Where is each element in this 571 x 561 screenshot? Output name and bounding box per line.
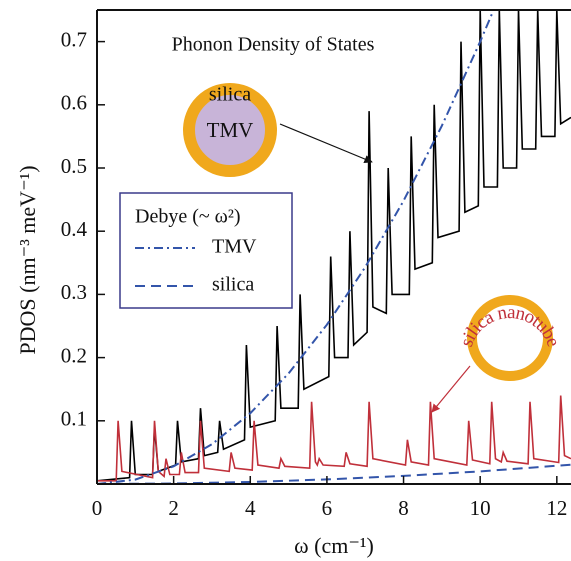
x-tick-label: 12 bbox=[546, 496, 567, 520]
y-tick-label: 0.7 bbox=[61, 27, 87, 51]
legend-title: Debye (~ ω²) bbox=[135, 206, 241, 228]
y-tick-label: 0.3 bbox=[61, 280, 87, 304]
legend: Debye (~ ω²) TMV silica bbox=[119, 192, 293, 309]
y-tick-label: 0.4 bbox=[61, 217, 88, 241]
y-axis-label: PDOS (nm⁻³ meV⁻¹) bbox=[15, 165, 40, 354]
legend-label: TMV bbox=[212, 236, 257, 258]
core-label: TMV bbox=[207, 118, 254, 142]
series-line bbox=[97, 10, 495, 484]
y-tick-label: 0.2 bbox=[61, 343, 87, 367]
y-tick-label: 0.5 bbox=[61, 154, 87, 178]
legend-label: silica bbox=[212, 274, 254, 296]
series-line bbox=[97, 395, 571, 482]
x-tick-label: 8 bbox=[398, 496, 409, 520]
tmv-circle bbox=[183, 83, 277, 177]
x-tick-label: 10 bbox=[470, 496, 491, 520]
x-tick-label: 6 bbox=[322, 496, 333, 520]
x-tick-label: 4 bbox=[245, 496, 256, 520]
x-tick-label: 2 bbox=[168, 496, 179, 520]
chart-title: Phonon Density of States bbox=[172, 34, 375, 56]
nanotube-ring bbox=[467, 295, 553, 381]
y-tick-label: 0.6 bbox=[61, 91, 87, 115]
shell-label: silica bbox=[209, 84, 251, 106]
x-tick-label: 0 bbox=[92, 496, 103, 520]
y-tick-label: 0.1 bbox=[61, 407, 87, 431]
x-axis-label: ω (cm⁻¹) bbox=[294, 533, 374, 558]
arrow bbox=[279, 123, 373, 163]
legend-box bbox=[119, 192, 293, 309]
nanotube: silica nanotube bbox=[431, 295, 564, 413]
tmv-particle: silica TMV bbox=[183, 83, 373, 177]
arrow bbox=[431, 365, 471, 413]
